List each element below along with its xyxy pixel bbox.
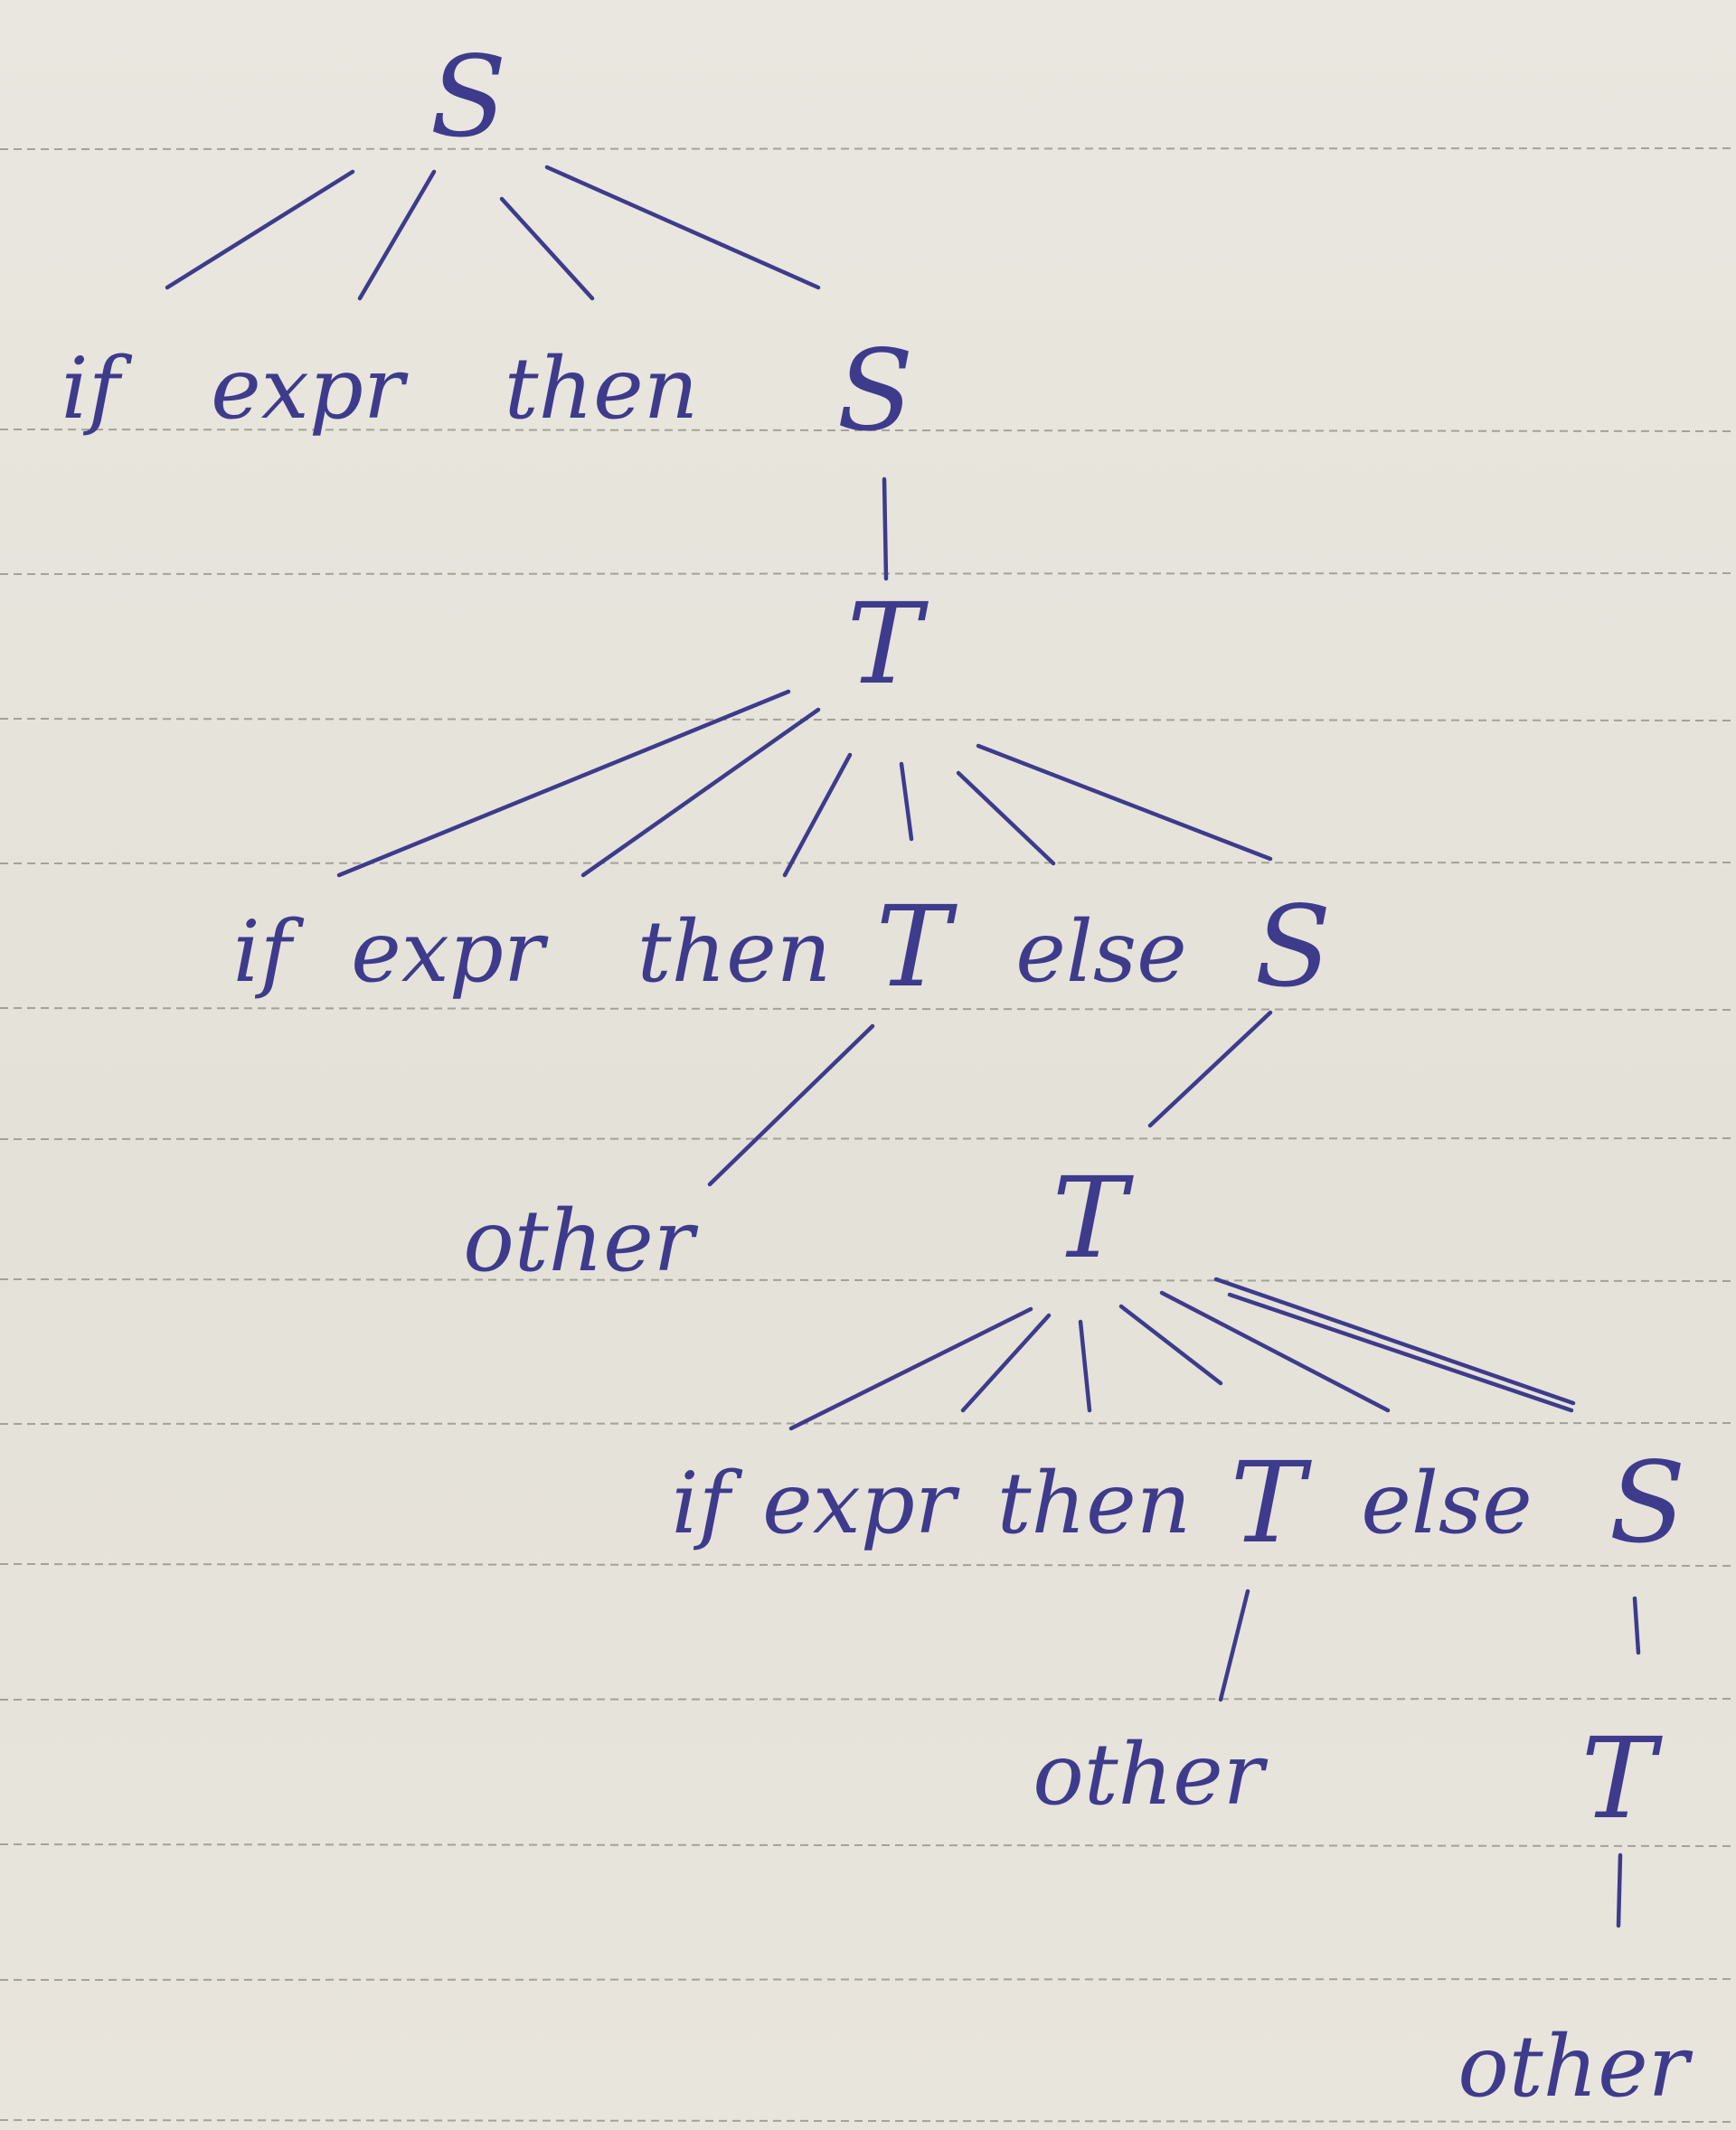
node-else-3: else [1361, 1455, 1533, 1553]
ruled-line [0, 2119, 1736, 2123]
node-t-3: T [1052, 1154, 1135, 1284]
edge-s1-then1 [499, 196, 595, 301]
edge-t5-other3 [1616, 1852, 1623, 1928]
node-t-5: T [1581, 1714, 1664, 1844]
ruled-line [0, 1978, 1736, 1981]
node-else-2: else [1015, 903, 1187, 1002]
ruled-line [0, 1007, 1736, 1011]
edge-t1-s3 [976, 743, 1273, 862]
ruled-line [0, 1137, 1736, 1140]
node-s-4: S [1609, 1438, 1686, 1569]
ruled-line [0, 572, 1736, 575]
node-expr-1: expr [211, 340, 409, 438]
node-other-1: other [463, 1192, 699, 1291]
edge-t3-s4 [1213, 1277, 1576, 1406]
node-s-root: S [430, 33, 507, 163]
ruled-lines [0, 147, 1736, 2123]
edge-s3-t3 [1147, 1010, 1273, 1128]
ruled-line [0, 1698, 1736, 1701]
node-expr-3: expr [762, 1455, 960, 1553]
node-if-1: if [61, 340, 133, 438]
ruled-line [0, 1563, 1736, 1567]
ruled-line [0, 718, 1736, 721]
edge-t3-s4-second-stroke [1227, 1292, 1574, 1413]
edge-t4-other2 [1218, 1588, 1250, 1702]
edge-t3-if3 [788, 1306, 1033, 1431]
ruled-line [0, 429, 1736, 432]
tree-edges [165, 165, 1641, 1928]
node-then-1: then [505, 340, 698, 438]
node-s-3: S [1255, 882, 1332, 1013]
node-t-1: T [847, 580, 929, 710]
edge-t3-t4 [1118, 1304, 1223, 1386]
edge-t1-expr2 [580, 707, 821, 878]
ruled-line [0, 1843, 1736, 1847]
node-t-4: T [1231, 1438, 1313, 1569]
ruled-line [0, 147, 1736, 150]
edge-t2-other1 [707, 1023, 875, 1187]
node-expr-2: expr [351, 903, 549, 1002]
edge-s1-s2 [544, 165, 821, 290]
node-then-3: then [997, 1455, 1191, 1553]
edge-t1-if2 [336, 689, 791, 878]
node-if-2: if [233, 903, 305, 1002]
edge-s2-t1 [882, 476, 889, 581]
edge-t1-else2 [956, 770, 1056, 866]
edge-s1-expr1 [357, 169, 437, 301]
ruled-line [0, 862, 1736, 864]
edge-t3-expr3 [960, 1313, 1052, 1413]
edge-t1-t2 [899, 761, 914, 842]
node-other-2: other [1033, 1726, 1269, 1824]
node-if-3: if [672, 1455, 743, 1553]
node-other-3: other [1458, 2018, 1694, 2116]
node-then-2: then [637, 903, 831, 1002]
edge-s1-if1 [165, 169, 355, 290]
edge-t3-then3 [1078, 1319, 1092, 1413]
edge-t3-else3 [1159, 1290, 1391, 1413]
node-t-2: T [876, 882, 958, 1013]
ruled-line [0, 1422, 1736, 1425]
ruled-line [0, 1278, 1736, 1282]
node-s-2: S [837, 326, 914, 457]
edge-s4-t5 [1632, 1596, 1641, 1655]
edge-t1-then2 [782, 752, 853, 878]
